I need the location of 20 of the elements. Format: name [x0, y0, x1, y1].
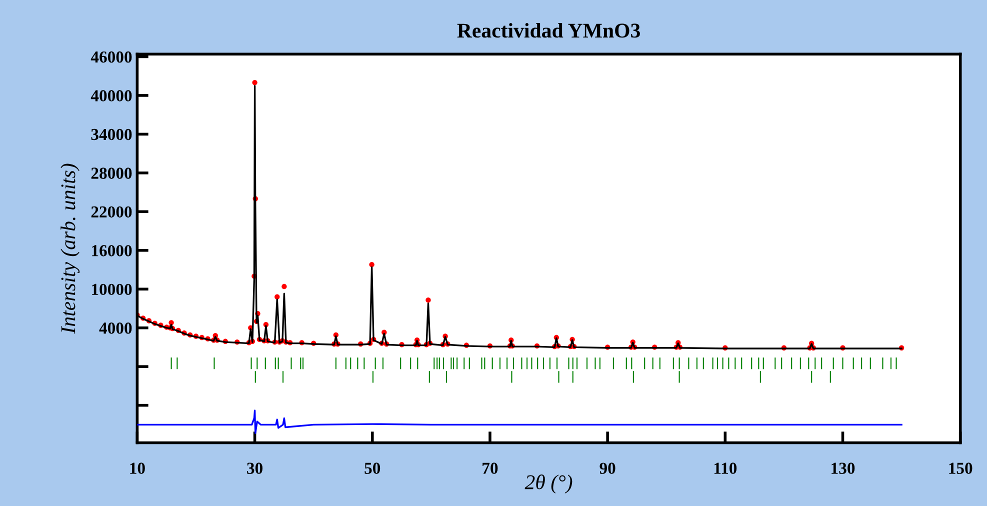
- y-tick-label: 28000: [91, 168, 132, 179]
- y-axis-title: Intensity (arb. units): [60, 164, 80, 334]
- line-series: [137, 410, 902, 434]
- y-tick-label: 16000: [92, 245, 132, 256]
- x-tick-label: 110: [714, 462, 737, 474]
- x-tick-label: 10: [130, 462, 145, 474]
- x-tick-label: 70: [482, 462, 498, 474]
- y-tick-label: 10000: [92, 284, 132, 296]
- chart-title: Reactividad YMnO3: [457, 23, 640, 38]
- y-tick-label: 34000: [91, 128, 132, 140]
- x-tick-label: 130: [832, 462, 855, 474]
- x-tick-label: 30: [247, 462, 262, 474]
- y-tick-label: 4000: [99, 322, 132, 334]
- x-tick-label: 150: [949, 462, 972, 474]
- y-tick-label: 22000: [91, 206, 132, 218]
- y-tick-label: 46000: [90, 51, 132, 63]
- x-axis-title: 2θ (°): [524, 474, 572, 494]
- x-tick-label: 90: [600, 462, 616, 474]
- y-tick-label: 40000: [90, 90, 132, 102]
- x-tick-label: 50: [364, 462, 380, 474]
